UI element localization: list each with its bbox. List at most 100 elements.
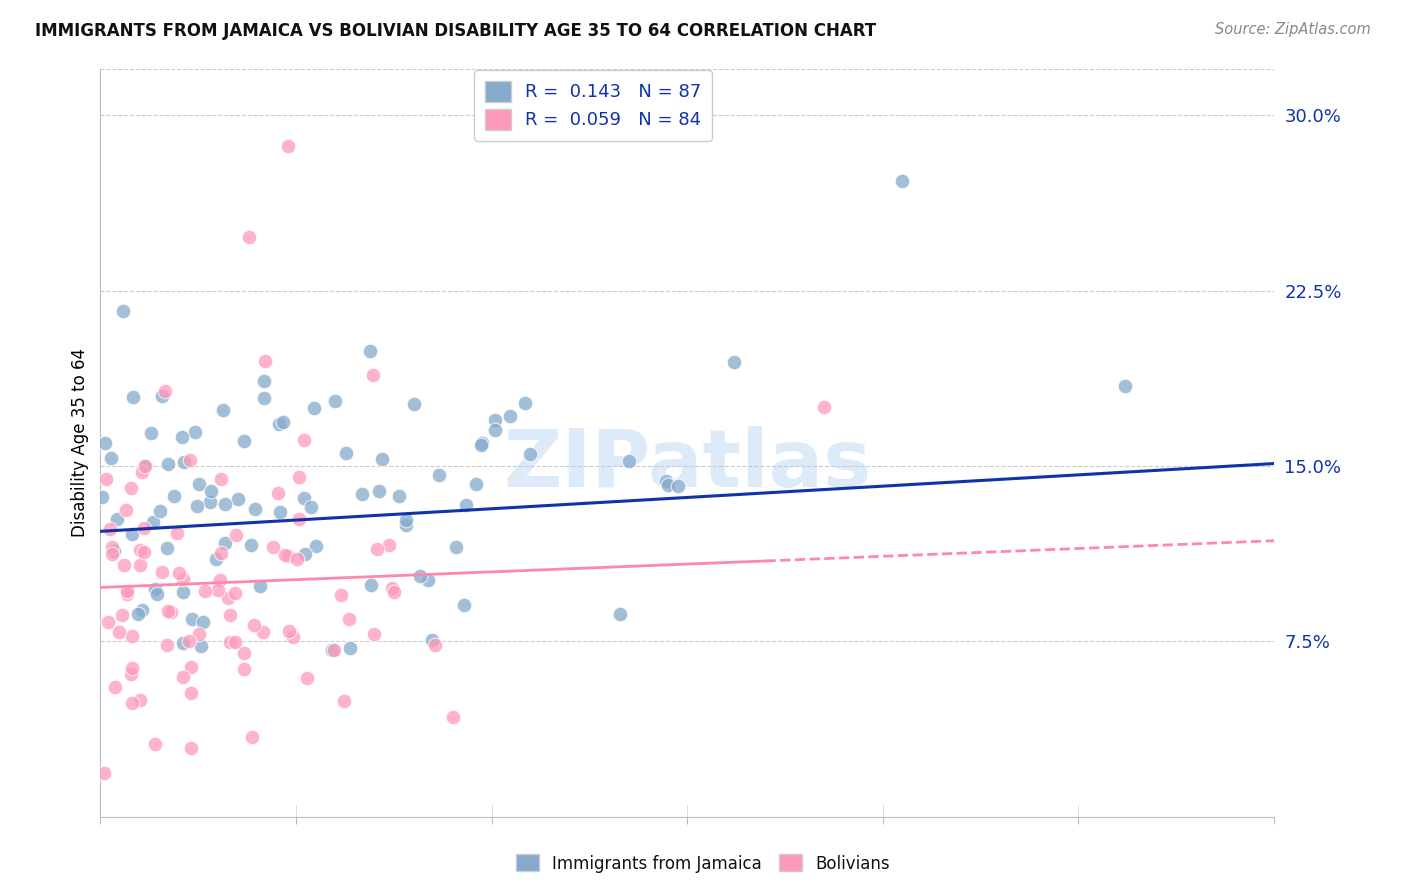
Point xyxy=(132,521,155,535)
Point xyxy=(157,604,180,618)
Point xyxy=(238,229,260,244)
Point xyxy=(103,544,125,558)
Point xyxy=(444,540,467,554)
Point xyxy=(219,608,242,623)
Point xyxy=(224,586,246,600)
Point xyxy=(470,438,492,452)
Point xyxy=(180,686,202,700)
Point xyxy=(139,425,162,440)
Point xyxy=(484,424,506,438)
Point xyxy=(97,615,120,629)
Point xyxy=(101,547,124,561)
Point xyxy=(271,415,294,429)
Point xyxy=(337,612,360,626)
Point xyxy=(274,548,297,562)
Point xyxy=(180,740,202,755)
Point xyxy=(94,472,117,486)
Point xyxy=(366,541,388,556)
Point xyxy=(121,661,143,675)
Point xyxy=(295,671,318,685)
Point xyxy=(465,477,488,491)
Point xyxy=(330,588,353,602)
Point xyxy=(111,304,134,318)
Point xyxy=(172,636,194,650)
Point xyxy=(269,505,291,519)
Point xyxy=(115,503,138,517)
Point xyxy=(368,483,391,498)
Point xyxy=(134,458,156,473)
Point xyxy=(93,765,115,780)
Point xyxy=(225,528,247,542)
Point xyxy=(209,546,232,560)
Point xyxy=(350,487,373,501)
Point xyxy=(166,525,188,540)
Point xyxy=(94,436,117,450)
Point xyxy=(471,436,494,450)
Point xyxy=(287,470,309,484)
Point xyxy=(513,396,536,410)
Point xyxy=(179,633,201,648)
Point xyxy=(360,578,382,592)
Point xyxy=(657,478,679,492)
Point xyxy=(243,618,266,632)
Legend: R =  0.143   N = 87, R =  0.059   N = 84: R = 0.143 N = 87, R = 0.059 N = 84 xyxy=(474,70,711,141)
Point xyxy=(655,474,678,488)
Point xyxy=(335,446,357,460)
Point xyxy=(143,738,166,752)
Point xyxy=(253,374,276,388)
Y-axis label: Disability Age 35 to 64: Disability Age 35 to 64 xyxy=(72,348,89,537)
Point xyxy=(128,692,150,706)
Point xyxy=(321,643,343,657)
Point xyxy=(252,625,274,640)
Point xyxy=(382,584,405,599)
Point xyxy=(453,599,475,613)
Legend: Immigrants from Jamaica, Bolivians: Immigrants from Jamaica, Bolivians xyxy=(509,847,897,880)
Point xyxy=(101,540,124,554)
Point xyxy=(240,538,263,552)
Point xyxy=(249,578,271,592)
Point xyxy=(278,624,301,639)
Point xyxy=(156,639,179,653)
Point xyxy=(121,696,143,710)
Point xyxy=(143,582,166,596)
Point xyxy=(108,624,131,639)
Point xyxy=(104,680,127,694)
Point xyxy=(160,605,183,619)
Point xyxy=(186,499,208,513)
Point xyxy=(142,515,165,529)
Point xyxy=(226,491,249,506)
Point xyxy=(891,174,914,188)
Point xyxy=(294,548,316,562)
Point xyxy=(91,490,114,504)
Point xyxy=(668,479,690,493)
Point xyxy=(323,643,346,657)
Point xyxy=(131,465,153,479)
Point xyxy=(156,541,179,556)
Point xyxy=(232,647,254,661)
Point xyxy=(188,476,211,491)
Point xyxy=(363,627,385,641)
Point xyxy=(179,452,201,467)
Point xyxy=(128,543,150,558)
Point xyxy=(100,451,122,466)
Point xyxy=(150,389,173,403)
Point xyxy=(359,344,381,359)
Point xyxy=(243,501,266,516)
Point xyxy=(292,491,315,506)
Point xyxy=(416,574,439,588)
Point xyxy=(395,513,418,527)
Point xyxy=(218,635,240,649)
Point xyxy=(323,394,346,409)
Point xyxy=(153,384,176,398)
Point xyxy=(395,518,418,533)
Point xyxy=(1114,379,1136,393)
Point xyxy=(267,486,290,500)
Point xyxy=(173,455,195,469)
Point xyxy=(387,490,409,504)
Point xyxy=(163,489,186,503)
Point xyxy=(149,504,172,518)
Point xyxy=(214,536,236,550)
Point xyxy=(172,430,194,444)
Point xyxy=(187,626,209,640)
Point xyxy=(167,566,190,580)
